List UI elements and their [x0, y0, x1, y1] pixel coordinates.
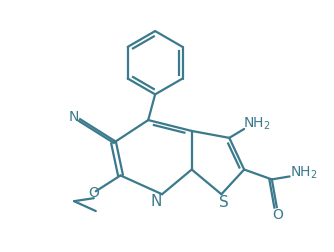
Text: N: N	[69, 110, 79, 124]
Text: S: S	[219, 195, 229, 210]
Text: N: N	[150, 194, 162, 209]
Text: O: O	[272, 208, 283, 222]
Text: O: O	[89, 186, 99, 200]
Text: NH$_2$: NH$_2$	[290, 164, 317, 181]
Text: NH$_2$: NH$_2$	[243, 116, 271, 132]
